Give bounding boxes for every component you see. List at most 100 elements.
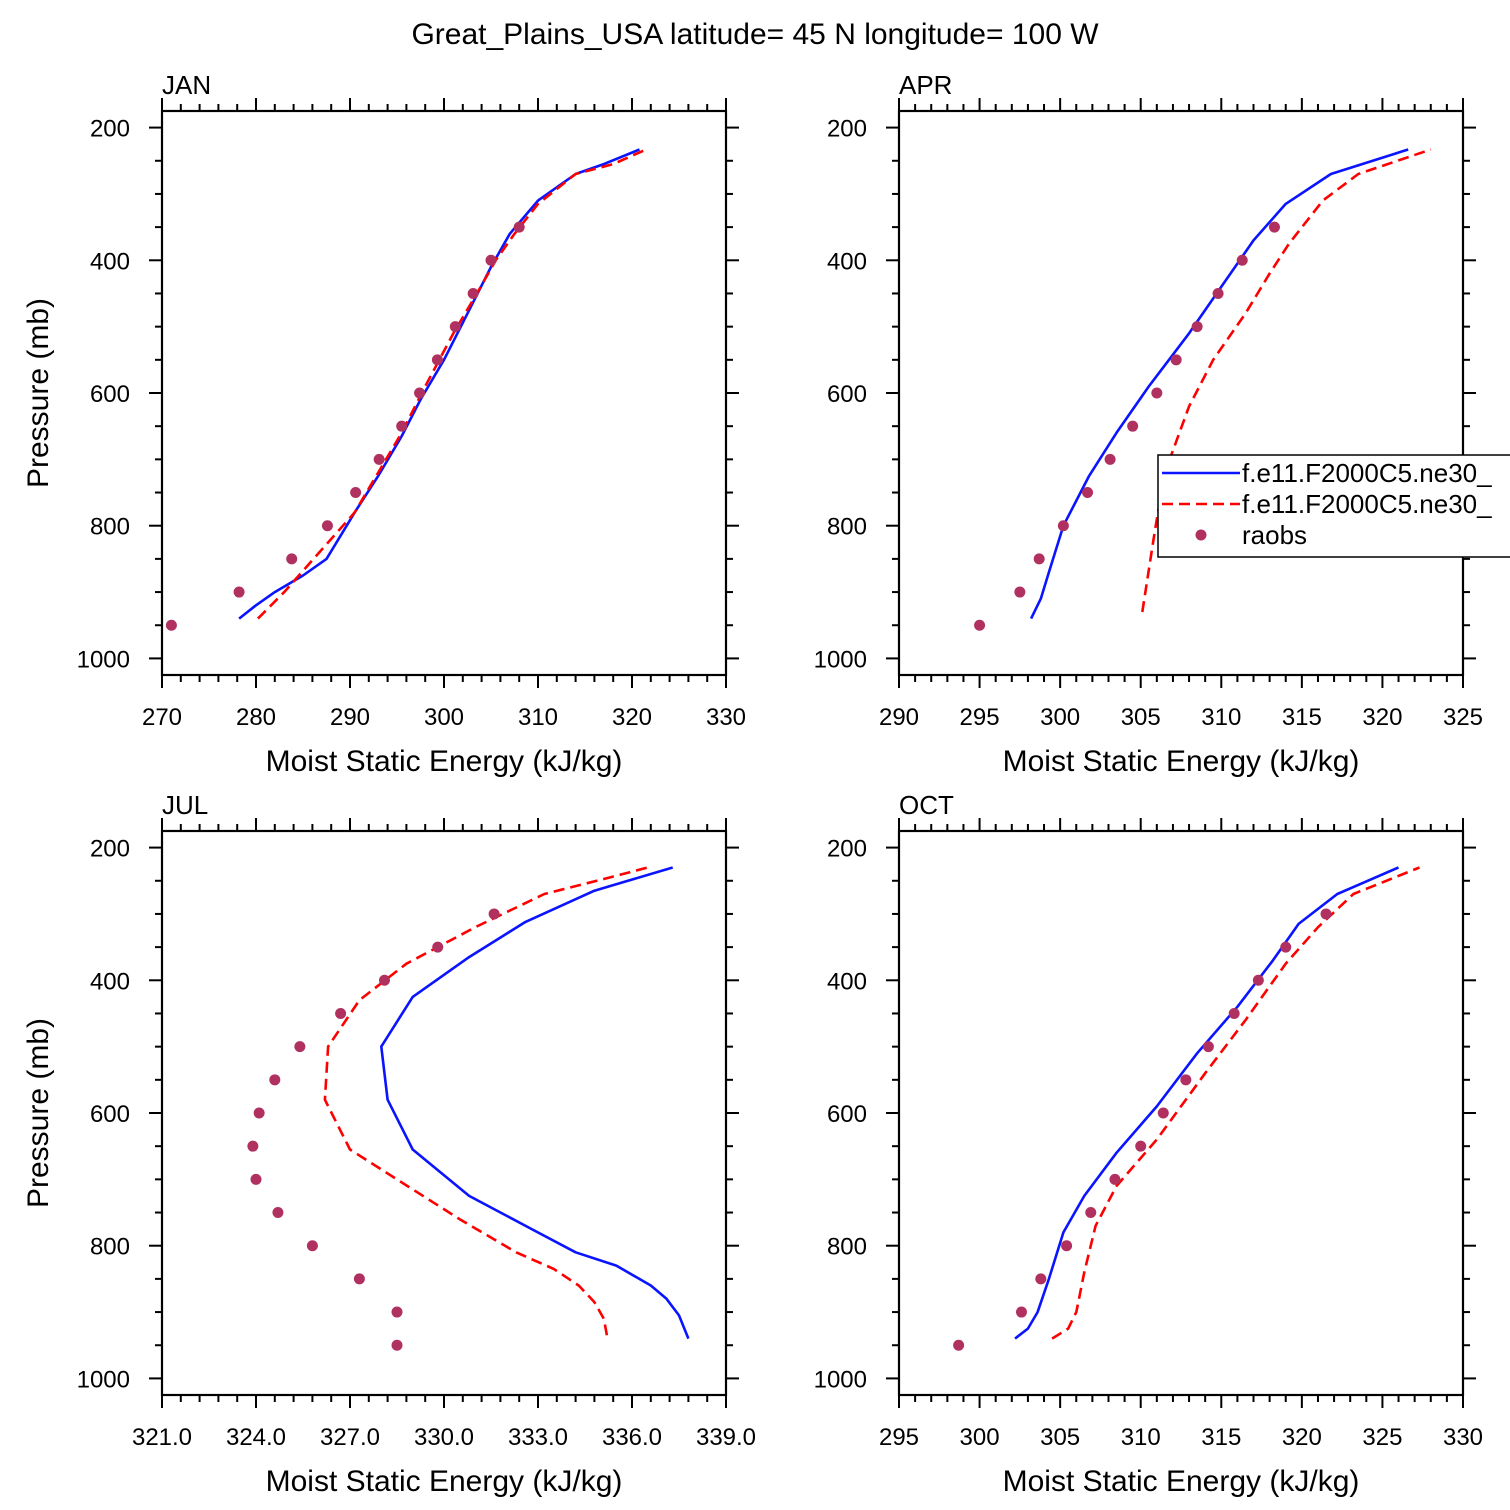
plot-area: [247, 866, 690, 1351]
x-tick-label: 330: [706, 704, 746, 731]
x-tick-label: 320: [1362, 704, 1402, 731]
raobs-point: [165, 619, 177, 631]
raobs-point: [391, 1306, 403, 1318]
x-tick-label: 315: [1282, 704, 1322, 731]
raobs-point: [1191, 321, 1203, 333]
raobs-point: [1151, 387, 1163, 399]
x-tick-label: 310: [518, 704, 558, 731]
raobs-point: [1061, 1240, 1073, 1252]
raobs-point: [1109, 1173, 1121, 1185]
x-tick-label: 320: [1282, 1424, 1322, 1451]
y-tick-label: 200: [827, 836, 867, 863]
raobs-point: [1236, 254, 1248, 266]
x-tick-label: 333.0: [508, 1424, 568, 1451]
plot-area: [165, 148, 647, 631]
raobs-point: [1180, 1074, 1192, 1086]
raobs-point: [233, 586, 245, 598]
raobs-point: [1104, 453, 1116, 465]
raobs-point: [953, 1339, 965, 1351]
x-tick-label: 315: [1201, 1424, 1241, 1451]
panel-title: JUL: [162, 790, 208, 820]
raobs-point: [1170, 354, 1182, 366]
raobs-point: [1228, 1007, 1240, 1019]
raobs-point: [1212, 287, 1224, 299]
x-tick-label: 310: [1201, 704, 1241, 731]
x-tick-label: 339.0: [696, 1424, 756, 1451]
panel-jul: 321.0 324.0 327.0 330.0 333.0 336.0 339.0 200 40…: [22, 790, 756, 1498]
panel-jan: 270 280 290 300 310 320 330 200 400 600 800 1000 JAN…: [22, 70, 746, 778]
y-tick-label: 400: [827, 968, 867, 995]
y-tick-label: 400: [90, 968, 130, 995]
raobs-point: [391, 1339, 403, 1351]
panel-title: OCT: [899, 790, 954, 820]
raobs-point: [1014, 586, 1026, 598]
figure-title: Great_Plains_USA latitude= 45 N longitud…: [411, 18, 1099, 51]
raobs-point: [1135, 1140, 1147, 1152]
raobs-point: [396, 420, 408, 432]
raobs-point: [306, 1240, 318, 1252]
x-tick-label: 310: [1121, 1424, 1161, 1451]
raobs-point: [250, 1173, 262, 1185]
x-tick-label: 325: [1362, 1424, 1402, 1451]
x-tick-label: 324.0: [226, 1424, 286, 1451]
x-tick-label: 325: [1443, 704, 1483, 731]
raobs-point: [294, 1041, 306, 1053]
raobs-point: [1033, 553, 1045, 565]
y-tick-label: 600: [827, 1101, 867, 1128]
raobs-point: [350, 487, 362, 499]
panel-oct: 295 300 305 310 315 320 325 330 200 400 600 800 1000…: [814, 790, 1483, 1498]
y-tick-label: 200: [90, 836, 130, 863]
series-line-model1: [1014, 866, 1400, 1340]
y-tick-label: 800: [827, 514, 867, 541]
x-tick-label: 300: [960, 1424, 1000, 1451]
y-tick-label: 800: [90, 1234, 130, 1261]
raobs-point: [1280, 941, 1292, 953]
raobs-point: [373, 453, 385, 465]
y-axis-label: Pressure (mb): [22, 298, 55, 488]
raobs-point: [1157, 1107, 1169, 1119]
raobs-point: [467, 287, 479, 299]
raobs-point: [1015, 1306, 1027, 1318]
y-tick-label: 400: [90, 248, 130, 275]
legend-label: f.e11.F2000C5.ne30_: [1242, 489, 1492, 519]
x-tick-label: 270: [142, 704, 182, 731]
y-tick-label: 400: [827, 248, 867, 275]
raobs-point: [247, 1140, 259, 1152]
raobs-point: [378, 974, 390, 986]
x-tick-label: 290: [879, 704, 919, 731]
y-tick-label: 600: [90, 1101, 130, 1128]
raobs-point: [286, 553, 298, 565]
y-tick-label: 1000: [814, 646, 867, 673]
panel-title: APR: [899, 70, 952, 100]
raobs-point: [513, 221, 525, 233]
x-tick-label: 327.0: [320, 1424, 380, 1451]
y-tick-label: 1000: [77, 1366, 130, 1393]
x-tick-label: 336.0: [602, 1424, 662, 1451]
x-tick-label: 300: [1040, 704, 1080, 731]
x-tick-label: 280: [236, 704, 276, 731]
raobs-point: [321, 520, 333, 532]
x-tick-label: 330: [1443, 1424, 1483, 1451]
x-tick-label: 305: [1040, 1424, 1080, 1451]
legend-label: f.e11.F2000C5.ne30_: [1242, 458, 1492, 488]
raobs-point: [253, 1107, 265, 1119]
series-line-model2: [1051, 866, 1420, 1340]
raobs-point: [272, 1207, 284, 1219]
raobs-point: [1268, 221, 1280, 233]
raobs-point: [269, 1074, 281, 1086]
y-axis-label: Pressure (mb): [22, 1018, 55, 1208]
x-tick-label: 290: [330, 704, 370, 731]
plot-area: [953, 866, 1420, 1351]
x-axis-label: Moist Static Energy (kJ/kg): [1003, 745, 1360, 778]
x-tick-label: 300: [424, 704, 464, 731]
panels-group: 270 280 290 300 310 320 330 200 400 600 800 1000 JAN…: [22, 70, 1483, 1498]
x-axis-label: Moist Static Energy (kJ/kg): [266, 745, 623, 778]
raobs-point: [1082, 487, 1094, 499]
y-tick-label: 1000: [77, 646, 130, 673]
x-axis-label: Moist Static Energy (kJ/kg): [1003, 1465, 1360, 1498]
raobs-point: [1252, 974, 1264, 986]
series-line-model2: [256, 148, 647, 620]
raobs-point: [335, 1007, 347, 1019]
